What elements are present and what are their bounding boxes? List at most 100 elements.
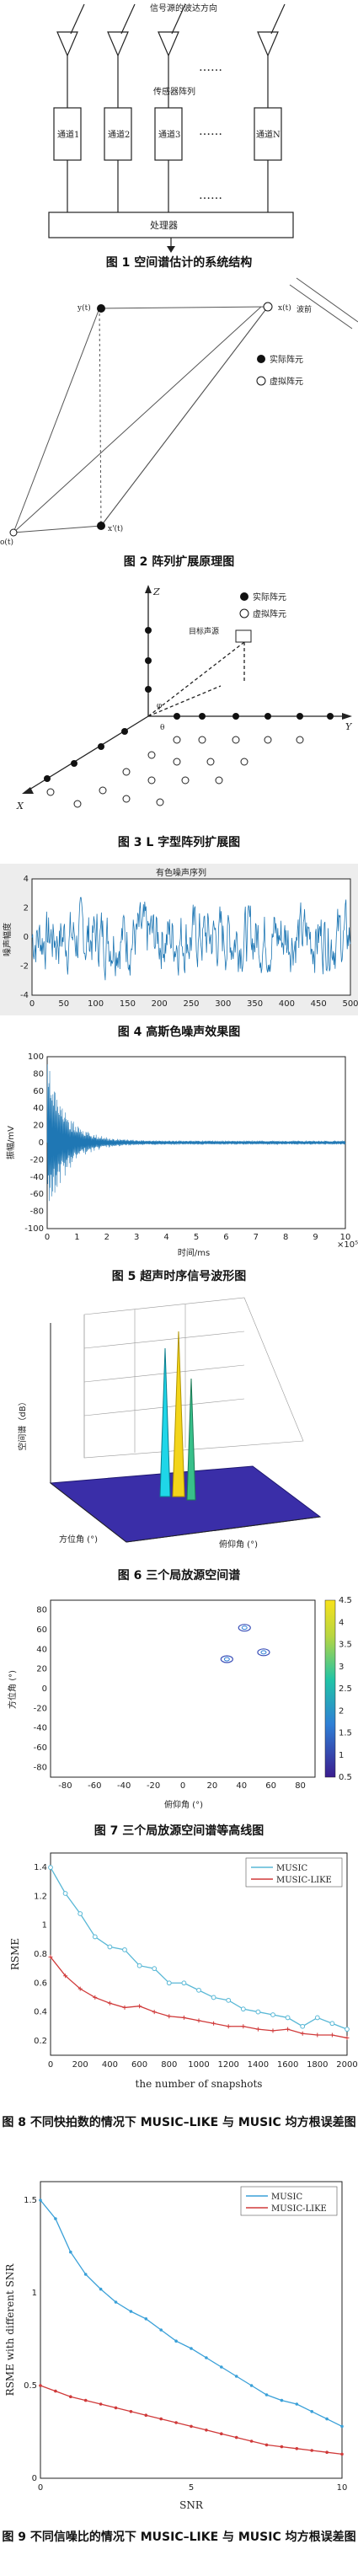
x-tick-label: 7 [254, 1233, 259, 1242]
chart8-xlabel: the number of snapshots [136, 2078, 263, 2090]
x-tick-label: 0 [180, 1781, 185, 1791]
data-point [286, 2027, 291, 2032]
target-label: 目标声源 [189, 626, 219, 636]
wavefront-label: 波前 [297, 304, 312, 314]
legend-real: 实际阵元 [270, 354, 303, 365]
x-tick-label: 100 [88, 999, 104, 1009]
data-point [48, 1954, 53, 1959]
data-point [93, 1995, 98, 2000]
x-tick-label: 0 [38, 2483, 43, 2493]
y-tick-label: 0.8 [34, 1950, 47, 1959]
data-point [314, 2015, 320, 2021]
figure-9: RSME with different SNR SNR 0 5 10 0 0.5 1 1.5… [0, 2178, 358, 2515]
surface-peak-3 [186, 1378, 196, 1501]
data-point [114, 2300, 118, 2304]
y-tick-label: -2 [20, 962, 29, 972]
data-point [249, 2439, 254, 2443]
contour-source-2-inner [223, 1657, 230, 1662]
y-tick-label: -60 [34, 1743, 47, 1753]
data-point [144, 2317, 148, 2321]
caption-fig9: 图 9 不同信噪比的情况下 MUSIC–LIKE 与 MUSIC 均方根误差图 [2, 2530, 356, 2544]
x-tick-label: 0 [45, 1233, 50, 1242]
legend-virtual: 虚拟阵元 [253, 608, 286, 619]
data-point [340, 2424, 344, 2429]
x-tick-label: 300 [215, 999, 231, 1009]
data-point [255, 2009, 261, 2015]
x-tick-label: -40 [117, 1781, 131, 1791]
data-point [152, 1966, 158, 1972]
chart8-ylabel: RSME [9, 1938, 21, 1970]
data-point [99, 2287, 103, 2291]
contour-chart: 方位角 (°) 俯仰角 (°) -80 -60 -40 -20 0 20 40 60 80-80… [7, 1596, 352, 1810]
data-point [92, 1934, 98, 1940]
y-tick-label: 60 [33, 1087, 44, 1096]
y-tick-label: 40 [36, 1645, 47, 1654]
data-point [295, 2402, 299, 2406]
data-point [325, 2417, 329, 2421]
x-tick-label: 400 [102, 2060, 118, 2070]
data-point [181, 2015, 186, 2020]
legend-label-2: MUSIC-LIKE [276, 1876, 332, 1885]
y-tick-label: 60 [36, 1625, 47, 1635]
x-tick-label: 200 [152, 999, 168, 1009]
x-tick-label: -20 [147, 1781, 160, 1791]
y-tick-label: -40 [30, 1173, 44, 1182]
y-tick-label: 1.5 [24, 2196, 37, 2205]
data-point [129, 2310, 133, 2313]
legend-label-1: MUSIC [276, 1864, 307, 1873]
x-tick-label: 50 [58, 999, 69, 1009]
y-tick-label: 0.6 [34, 1979, 47, 1988]
data-point [329, 2021, 335, 2027]
chart6-xlabel: 方位角 (°) [59, 1534, 98, 1545]
y-tick-label: 1 [42, 1921, 47, 1931]
data-point [241, 2024, 246, 2029]
x-tick-label: 250 [183, 999, 199, 1009]
data-point [136, 1963, 142, 1968]
y-tick-label: 80 [36, 1606, 47, 1615]
data-point [220, 2432, 223, 2435]
spatial-spectrum-surface: 空间谱（dB） 方位角 (°) 俯仰角 (°) [17, 1297, 322, 1550]
data-point [190, 2424, 193, 2429]
data-point [280, 2445, 284, 2449]
y-tick-label: -20 [34, 1704, 47, 1713]
data-point [174, 2339, 178, 2343]
ellipsis-bottom: …… [199, 189, 222, 202]
data-point [77, 1911, 83, 1916]
data-point [166, 1980, 172, 1986]
y-tick-label: -80 [34, 1763, 47, 1772]
caption-fig4: 图 4 高斯色噪声效果图 [117, 1026, 241, 1039]
data-point [300, 2031, 305, 2036]
colorbar-tick-label: 0.5 [339, 1773, 352, 1782]
x-tick-label: 0 [48, 2060, 53, 2070]
x-tick-label: 3 [134, 1233, 139, 1242]
y-tick-label: -60 [30, 1190, 44, 1199]
x-tick-label: 600 [131, 2060, 147, 2070]
x-tick-label: 1000 [188, 2060, 209, 2070]
data-point [340, 2452, 344, 2456]
data-point [159, 2417, 163, 2421]
figure-8: RSME the number of snapshots 0 200 400 600 8… [0, 1850, 358, 2102]
legend-label-1: MUSIC [271, 2193, 302, 2202]
x-tick-label: 2000 [336, 2060, 357, 2070]
data-point [211, 1995, 216, 2000]
y-tick-label: 0 [24, 933, 29, 942]
caption-fig7: 图 7 三个局放源空间谱等高线图 [94, 1824, 264, 1838]
x-tick-label: 5 [194, 1233, 199, 1242]
chart7-ylabel: 方位角 (°) [7, 1670, 18, 1709]
waveform-series [46, 1064, 346, 1202]
chart4-ylabel: 噪声幅度 [2, 923, 13, 956]
x-tick-label: 1600 [277, 2060, 298, 2070]
surface-peak-1 [159, 1347, 171, 1497]
channel-1: 通道1 [57, 129, 79, 140]
legend-virtual-marker [239, 608, 249, 619]
y-tick-label: 0.4 [34, 2008, 47, 2017]
caption-fig3: 图 3 L 字型阵列扩展图 [117, 836, 241, 849]
x-tick-label: 450 [311, 999, 327, 1009]
data-point [345, 2027, 350, 2032]
colorbar-tick-label: 3 [339, 1663, 344, 1672]
y-tick-label: -100 [24, 1224, 44, 1234]
data-point [264, 2443, 269, 2447]
point-x-prime: x'(t) [108, 524, 123, 533]
caption-fig2: 图 2 阵列扩展原理图 [123, 555, 235, 569]
x-tick-label: 40 [236, 1781, 247, 1791]
